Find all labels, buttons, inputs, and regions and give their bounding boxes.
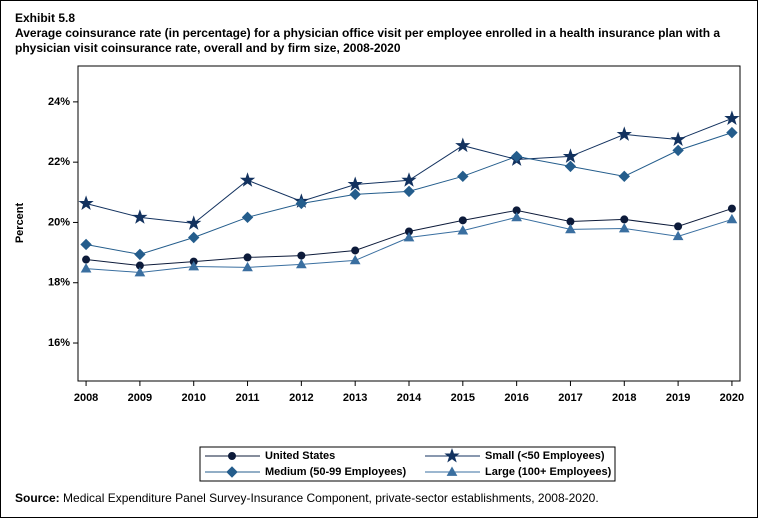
- chart-title: Average coinsurance rate (in percentage)…: [15, 26, 721, 55]
- marker: [401, 172, 417, 187]
- x-tick-label: 2018: [612, 392, 636, 404]
- marker: [351, 246, 360, 255]
- plot-area: [77, 65, 741, 382]
- marker: [78, 195, 94, 210]
- x-tick-label: 2017: [558, 392, 582, 404]
- marker: [618, 222, 630, 233]
- legend-marker: [446, 466, 458, 476]
- y-tick-label: 20%: [48, 216, 70, 228]
- marker: [347, 176, 363, 191]
- marker: [349, 188, 361, 201]
- marker: [564, 160, 577, 173]
- legend-label: Small (<50 Employees): [485, 450, 605, 462]
- marker: [457, 225, 469, 235]
- marker: [295, 197, 308, 210]
- x-tick-label: 2010: [181, 392, 205, 404]
- marker: [457, 170, 469, 183]
- source: Source: Medical Expenditure Panel Survey…: [15, 491, 599, 505]
- legend-marker: [444, 447, 460, 463]
- y-axis-label: Percent: [14, 202, 26, 243]
- marker: [565, 223, 576, 234]
- legend-label: Medium (50-99 Employees): [265, 466, 407, 478]
- marker: [672, 230, 684, 241]
- marker: [670, 131, 686, 147]
- x-tick-label: 2012: [289, 392, 313, 404]
- marker: [618, 170, 630, 183]
- marker: [724, 110, 740, 125]
- y-tick-label: 24%: [48, 96, 70, 108]
- marker: [455, 137, 471, 153]
- marker: [82, 255, 91, 264]
- marker: [239, 172, 256, 187]
- legend-label: Large (100+ Employees): [485, 466, 612, 478]
- marker: [403, 232, 415, 242]
- marker: [188, 260, 200, 271]
- exhibit: Exhibit 5.8: [15, 11, 76, 25]
- x-tick-label: 2016: [504, 392, 528, 404]
- marker: [80, 238, 92, 251]
- x-tick-label: 2015: [451, 392, 475, 404]
- legend-box: [199, 446, 616, 482]
- legend-marker: [226, 466, 238, 478]
- marker: [134, 248, 146, 261]
- source-label: Source:: [15, 491, 60, 505]
- marker: [349, 254, 361, 265]
- marker: [674, 222, 683, 231]
- marker: [186, 215, 202, 230]
- marker: [297, 251, 306, 260]
- x-tick-label: 2011: [236, 392, 260, 404]
- marker: [188, 231, 200, 244]
- x-tick-label: 2019: [666, 392, 690, 404]
- x-tick-label: 2013: [343, 392, 367, 404]
- x-tick-label: 2009: [128, 392, 152, 404]
- marker: [727, 204, 736, 213]
- source-text: Medical Expenditure Panel Survey-Insuran…: [63, 491, 599, 505]
- x-tick-label: 2014: [397, 392, 422, 404]
- y-tick-label: 22%: [48, 156, 70, 168]
- y-tick-label: 18%: [48, 277, 70, 289]
- marker: [726, 126, 738, 139]
- y-tick-label: 16%: [48, 337, 70, 349]
- marker: [241, 211, 254, 224]
- marker: [132, 209, 148, 224]
- marker: [458, 216, 467, 225]
- marker: [134, 266, 146, 277]
- marker: [243, 253, 252, 262]
- legend-marker: [228, 452, 236, 460]
- marker: [726, 213, 738, 224]
- marker: [295, 258, 307, 269]
- marker: [403, 185, 415, 198]
- marker: [511, 211, 523, 222]
- x-tick-label: 2008: [74, 392, 98, 404]
- series-line: [86, 216, 733, 273]
- legend-label: United States: [265, 450, 335, 462]
- marker: [562, 148, 579, 163]
- marker: [616, 126, 632, 141]
- marker: [672, 144, 684, 157]
- marker: [620, 215, 629, 224]
- marker: [510, 150, 523, 163]
- x-tick-label: 2020: [720, 392, 744, 404]
- marker: [80, 263, 92, 273]
- marker: [242, 261, 253, 272]
- header: Exhibit 5.8 Average coinsurance rate (in…: [15, 11, 750, 56]
